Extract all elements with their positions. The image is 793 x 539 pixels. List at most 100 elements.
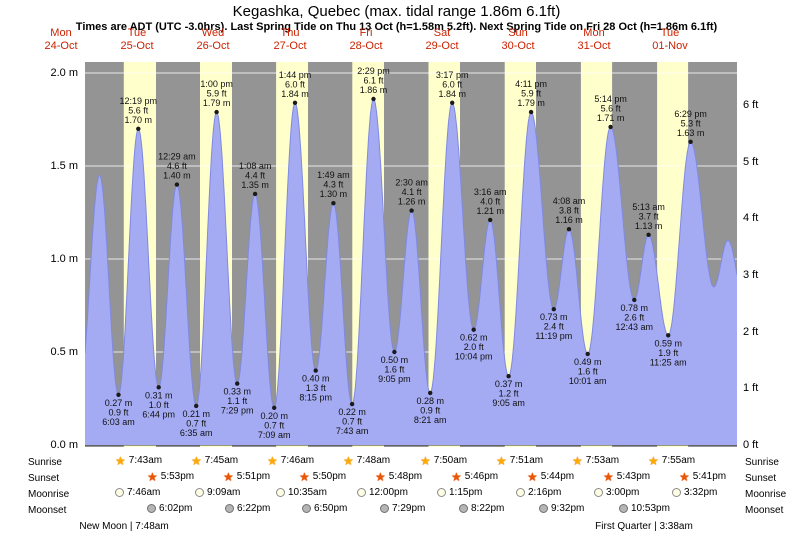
sunrise-time: 7:50am bbox=[433, 455, 468, 466]
extreme-label-line: 0.50 m bbox=[381, 355, 409, 365]
extreme-label-line: 10:04 pm bbox=[455, 352, 493, 362]
extreme-dot bbox=[349, 401, 355, 407]
moonset-time: 6:22pm bbox=[237, 503, 271, 514]
extreme-label-line: 1:44 pm bbox=[279, 70, 312, 80]
sunrise-time: 7:48am bbox=[356, 455, 391, 466]
day-label: Tue 25-Oct bbox=[99, 27, 175, 53]
sunrise-entry: ★ 7:53am bbox=[572, 455, 619, 467]
extreme-label-line: 1.3 ft bbox=[306, 383, 327, 393]
extreme-label-line: 0.20 m bbox=[260, 411, 288, 421]
day-label: Sat 29-Oct bbox=[404, 27, 480, 53]
extreme-label-line: 12:43 am bbox=[616, 322, 654, 332]
moonset-moon-icon bbox=[380, 504, 389, 513]
extreme-label-line: 0.22 m bbox=[338, 407, 366, 417]
day-name: Fri bbox=[359, 27, 373, 39]
extreme-dot bbox=[409, 208, 414, 213]
extreme-label-line: 1.79 m bbox=[203, 98, 231, 108]
extreme-label-line: 1:49 am bbox=[317, 170, 350, 180]
extreme-dot bbox=[646, 232, 651, 237]
extreme-label-line: 1.86 m bbox=[360, 85, 388, 95]
extreme-label-line: 1.16 m bbox=[555, 215, 583, 225]
extreme-label-line: 12:29 am bbox=[158, 152, 196, 162]
extreme-label-line: 5.6 ft bbox=[128, 105, 149, 115]
sunrise-time: 7:43am bbox=[128, 455, 163, 466]
extreme-label-line: 6.1 ft bbox=[363, 76, 384, 86]
moonset-time: 7:29pm bbox=[392, 503, 426, 514]
page-title: Kegashka, Quebec (max. tidal range 1.86m… bbox=[232, 3, 561, 20]
extreme-dot bbox=[392, 349, 397, 355]
extreme-dot bbox=[292, 100, 298, 105]
moonset-moon-icon bbox=[147, 504, 156, 513]
extreme-label-line: 3:17 pm bbox=[436, 70, 469, 80]
extreme-label-line: 2.4 ft bbox=[544, 322, 565, 332]
extreme-label-line: 4.3 ft bbox=[323, 180, 344, 190]
extreme-label-line: 1.0 ft bbox=[149, 400, 170, 410]
sunrise-entry: ★ 7:55am bbox=[648, 455, 695, 467]
moonrise-moon-icon bbox=[516, 488, 525, 497]
extreme-label-line: 1.84 m bbox=[438, 89, 466, 99]
day-label: Mon 24-Oct bbox=[23, 27, 99, 53]
moonset-moon-icon bbox=[459, 504, 468, 513]
sunset-star-icon: ★ bbox=[527, 469, 538, 484]
extreme-label-line: 1.40 m bbox=[163, 171, 191, 181]
extreme-label-line: 2:29 pm bbox=[357, 66, 390, 76]
y-axis-label-ft: 3 ft bbox=[743, 269, 759, 281]
moonrise-entry: 9:09am bbox=[195, 487, 240, 498]
astro-row-label-left: Sunset bbox=[28, 473, 60, 484]
moonset-entry: 7:29pm bbox=[380, 503, 425, 514]
moonset-moon-icon bbox=[539, 504, 548, 513]
extreme-label-line: 0.27 m bbox=[105, 398, 133, 408]
day-name: Mon bbox=[583, 27, 605, 39]
moonset-moon-icon bbox=[302, 504, 311, 513]
extreme-label-line: 8:15 pm bbox=[299, 393, 332, 403]
day-label: Tue 01-Nov bbox=[632, 27, 708, 53]
extreme-dot bbox=[688, 139, 693, 144]
sunrise-star-icon: ★ bbox=[115, 453, 126, 468]
y-axis-label-ft: 2 ft bbox=[743, 326, 759, 338]
extreme-label-line: 0.9 ft bbox=[420, 405, 441, 415]
extreme-label-line: 5.3 ft bbox=[681, 118, 702, 128]
day-date: 24-Oct bbox=[44, 40, 78, 52]
moonrise-entry: 1:15pm bbox=[437, 487, 482, 498]
sunrise-entry: ★ 7:43am bbox=[115, 453, 163, 468]
extreme-label-line: 1.35 m bbox=[241, 180, 269, 190]
day-name: Tue bbox=[660, 27, 680, 39]
day-label: Sun 30-Oct bbox=[480, 27, 556, 53]
extreme-dot bbox=[313, 368, 318, 373]
moonrise-time: 3:32pm bbox=[684, 487, 718, 498]
tide-area bbox=[85, 99, 737, 445]
extreme-label-line: 0.49 m bbox=[574, 357, 602, 367]
extreme-dot bbox=[156, 385, 161, 390]
day-date: 01-Nov bbox=[652, 40, 688, 52]
day-name: Wed bbox=[201, 27, 225, 39]
extreme-label-line: 7:29 pm bbox=[221, 406, 254, 416]
extreme-label-line: 6:03 am bbox=[102, 417, 135, 427]
extreme-label-line: 7:09 am bbox=[258, 430, 291, 440]
extreme-dot bbox=[331, 201, 336, 206]
extreme-label-line: 2:30 am bbox=[395, 178, 428, 188]
extreme-label-line: 3:16 am bbox=[474, 187, 507, 197]
extreme-dot bbox=[528, 109, 534, 115]
y-axis-label-ft: 1 ft bbox=[743, 382, 759, 394]
sunrise-star-icon: ★ bbox=[343, 453, 354, 468]
moonrise-moon-icon bbox=[594, 488, 603, 497]
moonrise-time: 9:09am bbox=[207, 487, 241, 498]
sunrise-time: 7:51am bbox=[509, 455, 544, 466]
extreme-label-line: 8:21 am bbox=[414, 415, 447, 425]
extreme-dot bbox=[471, 327, 476, 332]
extreme-label-line: 4.0 ft bbox=[480, 196, 501, 206]
sunset-time: 5:44pm bbox=[540, 471, 575, 482]
sunset-entry: ★ 5:51pm bbox=[223, 471, 270, 483]
extreme-dot bbox=[116, 392, 121, 397]
extreme-label-line: 12:19 pm bbox=[120, 96, 158, 106]
extreme-label-line: 11:19 pm bbox=[535, 331, 572, 341]
extreme-label-line: 2.6 ft bbox=[624, 312, 645, 322]
day-date: 31-Oct bbox=[577, 40, 611, 52]
moonrise-entry: 3:00pm bbox=[594, 487, 639, 498]
moonset-time: 6:02pm bbox=[159, 503, 193, 514]
sunrise-star-icon: ★ bbox=[191, 453, 202, 468]
extreme-label-line: 1.13 m bbox=[635, 221, 663, 231]
extreme-dot bbox=[551, 307, 556, 312]
moonrise-entry: 12:00pm bbox=[357, 487, 408, 498]
extreme-dot bbox=[585, 351, 590, 357]
